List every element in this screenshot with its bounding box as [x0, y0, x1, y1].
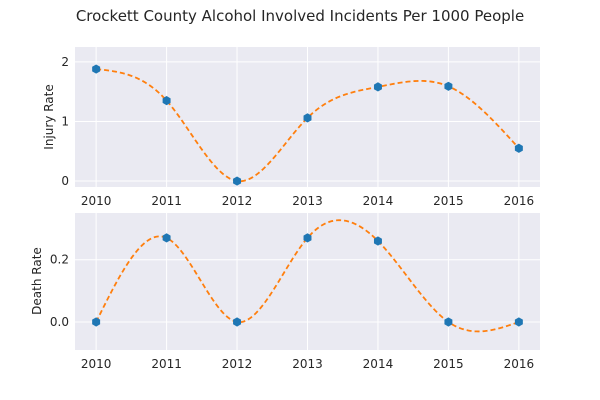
- figure-title: Crockett County Alcohol Involved Inciden…: [76, 7, 524, 25]
- injury-x-ticks: 2010 2011 2012 2013 2014 2015 2016: [81, 194, 534, 208]
- injury-data-point: [303, 113, 312, 123]
- injury-x-tick-label: 2013: [292, 194, 323, 208]
- death-y-tick-label: 0.2: [50, 253, 69, 267]
- injury-y-ticks: 0 1 2: [61, 55, 69, 188]
- injury-data-point: [514, 143, 523, 153]
- death-y-axis-label: Death Rate: [30, 247, 44, 315]
- death-x-tick-label: 2014: [363, 357, 394, 371]
- death-x-tick-label: 2016: [504, 357, 535, 371]
- injury-gridlines: [75, 47, 540, 187]
- death-markers: [92, 233, 523, 327]
- death-y-ticks: 0.0 0.2: [50, 253, 69, 329]
- injury-x-tick-label: 2016: [504, 194, 535, 208]
- death-x-ticks: 2010 2011 2012 2013 2014 2015 2016: [81, 357, 534, 371]
- death-gridlines: [75, 213, 540, 350]
- death-x-tick-label: 2010: [81, 357, 112, 371]
- death-data-point: [303, 233, 312, 243]
- death-data-point: [92, 317, 101, 327]
- death-data-point: [444, 317, 453, 327]
- death-data-point: [514, 317, 523, 327]
- death-x-tick-label: 2012: [222, 357, 253, 371]
- injury-markers: [92, 64, 523, 186]
- injury-x-tick-label: 2010: [81, 194, 112, 208]
- injury-data-point: [373, 82, 382, 92]
- injury-x-tick-label: 2012: [222, 194, 253, 208]
- death-data-point: [162, 233, 171, 243]
- injury-x-tick-label: 2014: [363, 194, 394, 208]
- injury-y-tick-label: 2: [61, 55, 69, 69]
- injury-y-axis-label: Injury Rate: [42, 84, 56, 149]
- injury-y-tick-label: 0: [61, 174, 69, 188]
- injury-data-point: [162, 96, 171, 106]
- injury-data-point: [444, 81, 453, 91]
- injury-y-tick-label: 1: [61, 114, 69, 128]
- death-data-point: [233, 317, 242, 327]
- injury-x-tick-label: 2011: [151, 194, 182, 208]
- death-x-tick-label: 2013: [292, 357, 323, 371]
- death-x-tick-label: 2011: [151, 357, 182, 371]
- injury-data-point: [233, 176, 242, 186]
- death-x-tick-label: 2015: [433, 357, 464, 371]
- injury-x-tick-label: 2015: [433, 194, 464, 208]
- death-y-tick-label: 0.0: [50, 315, 69, 329]
- death-data-point: [373, 236, 382, 246]
- injury-data-point: [92, 64, 101, 74]
- injury-rate-subplot: 0 1 2 2010 2011 2012 2013 2014 2015 2016 Injury …: [42, 47, 540, 208]
- death-rate-subplot: 0.0 0.2 2010 2011 2012 2013 2014 2015 2016 Deat…: [30, 213, 540, 371]
